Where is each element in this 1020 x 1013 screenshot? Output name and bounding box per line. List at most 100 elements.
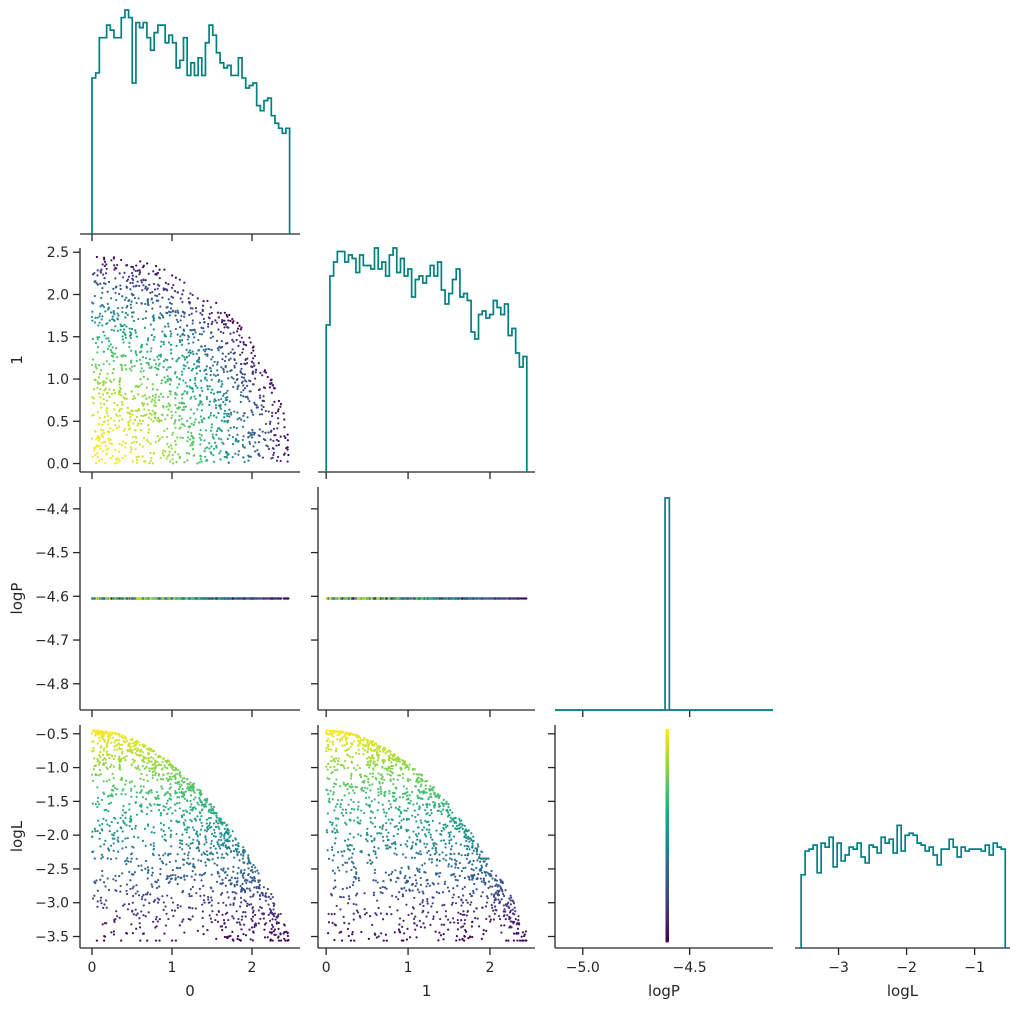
scatter-point bbox=[192, 437, 195, 440]
scatter-point bbox=[105, 267, 108, 271]
scatter-point bbox=[100, 428, 103, 431]
scatter-point bbox=[100, 458, 103, 461]
scatter-point bbox=[251, 346, 254, 349]
scatter-point bbox=[142, 914, 145, 917]
scatter-point bbox=[210, 369, 213, 373]
y-tick-label: −1.0 bbox=[35, 761, 69, 777]
scatter-point bbox=[184, 405, 188, 408]
scatter-point bbox=[194, 907, 198, 910]
scatter-point bbox=[154, 441, 157, 444]
scatter-point bbox=[180, 314, 183, 318]
scatter-point bbox=[135, 359, 138, 363]
scatter-point bbox=[132, 278, 135, 282]
scatter-point bbox=[420, 597, 423, 600]
scatter-point bbox=[120, 258, 123, 262]
scatter-point bbox=[170, 447, 173, 450]
scatter-point bbox=[117, 425, 121, 428]
scatter-point bbox=[204, 861, 207, 864]
scatter-point bbox=[99, 755, 102, 758]
scatter-point bbox=[105, 819, 108, 822]
scatter-point bbox=[221, 358, 224, 361]
scatter-point bbox=[241, 438, 244, 442]
scatter-point bbox=[189, 292, 192, 295]
scatter-point bbox=[146, 262, 149, 265]
scatter-point bbox=[199, 379, 203, 382]
scatter-point bbox=[187, 430, 190, 434]
scatter-point bbox=[94, 446, 97, 450]
scatter-point bbox=[119, 826, 122, 829]
scatter-point bbox=[219, 390, 222, 394]
scatter-point bbox=[160, 382, 163, 385]
scatter-point bbox=[243, 412, 246, 415]
y-tick-label: 2.0 bbox=[47, 287, 69, 303]
scatter-point bbox=[111, 772, 114, 776]
scatter-point bbox=[152, 328, 155, 331]
scatter-point bbox=[178, 597, 181, 600]
scatter-point bbox=[97, 376, 100, 379]
scatter-point bbox=[151, 301, 154, 304]
scatter-point bbox=[91, 273, 95, 276]
scatter-point bbox=[205, 818, 209, 821]
scatter-point bbox=[199, 443, 202, 446]
scatter-point bbox=[208, 442, 211, 445]
scatter-point bbox=[502, 597, 505, 600]
scatter-point bbox=[166, 395, 170, 399]
scatter-point bbox=[220, 366, 223, 369]
y-tick-label: 2.5 bbox=[47, 245, 69, 261]
scatter-point bbox=[241, 380, 244, 383]
scatter-point bbox=[146, 877, 149, 880]
scatter-point bbox=[113, 313, 116, 316]
scatter-point bbox=[135, 441, 138, 444]
scatter-point bbox=[356, 597, 359, 600]
scatter-point bbox=[131, 271, 134, 275]
scatter-point bbox=[199, 400, 202, 403]
scatter-point bbox=[145, 310, 148, 313]
scatter-point bbox=[167, 408, 170, 411]
scatter-point bbox=[227, 352, 230, 355]
scatter-point bbox=[134, 752, 137, 755]
scatter-point bbox=[154, 396, 157, 399]
scatter-point bbox=[141, 445, 144, 448]
scatter-point bbox=[243, 379, 247, 382]
scatter-point bbox=[201, 403, 204, 406]
scatter-point bbox=[140, 422, 143, 425]
scatter-point bbox=[238, 324, 241, 327]
scatter-point bbox=[217, 328, 220, 331]
scatter-point bbox=[96, 410, 99, 414]
scatter-point bbox=[152, 452, 155, 455]
scatter-point bbox=[167, 283, 170, 286]
scatter-point bbox=[525, 597, 528, 600]
scatter-point bbox=[138, 284, 141, 288]
scatter-point bbox=[269, 438, 272, 441]
scatter-point bbox=[101, 324, 104, 327]
scatter-point bbox=[176, 333, 179, 336]
scatter-point bbox=[196, 408, 199, 411]
scatter-point bbox=[95, 367, 98, 370]
scatter-point bbox=[182, 423, 185, 426]
scatter-point bbox=[157, 364, 160, 367]
scatter-point bbox=[222, 370, 226, 374]
scatter-point bbox=[266, 887, 269, 891]
scatter-point bbox=[231, 321, 234, 324]
scatter-point bbox=[258, 396, 262, 399]
scatter-point bbox=[124, 446, 127, 449]
scatter-point bbox=[246, 902, 249, 905]
scatter-point bbox=[259, 371, 262, 374]
scatter-point bbox=[109, 348, 113, 352]
scatter-point bbox=[190, 396, 193, 399]
scatter-point bbox=[138, 385, 141, 388]
scatter-point bbox=[159, 305, 162, 308]
scatter-point bbox=[271, 403, 274, 406]
scatter-point bbox=[202, 899, 205, 902]
scatter-point bbox=[114, 879, 117, 882]
scatter-point bbox=[198, 402, 201, 405]
scatter-point bbox=[178, 427, 181, 430]
scatter-point bbox=[173, 422, 176, 425]
scatter-point bbox=[107, 414, 110, 418]
scatter-point bbox=[131, 281, 134, 285]
scatter-point bbox=[243, 373, 246, 376]
scatter-point bbox=[156, 271, 160, 275]
scatter-point bbox=[160, 860, 163, 863]
scatter-point bbox=[247, 867, 250, 870]
scatter-point bbox=[264, 409, 267, 413]
